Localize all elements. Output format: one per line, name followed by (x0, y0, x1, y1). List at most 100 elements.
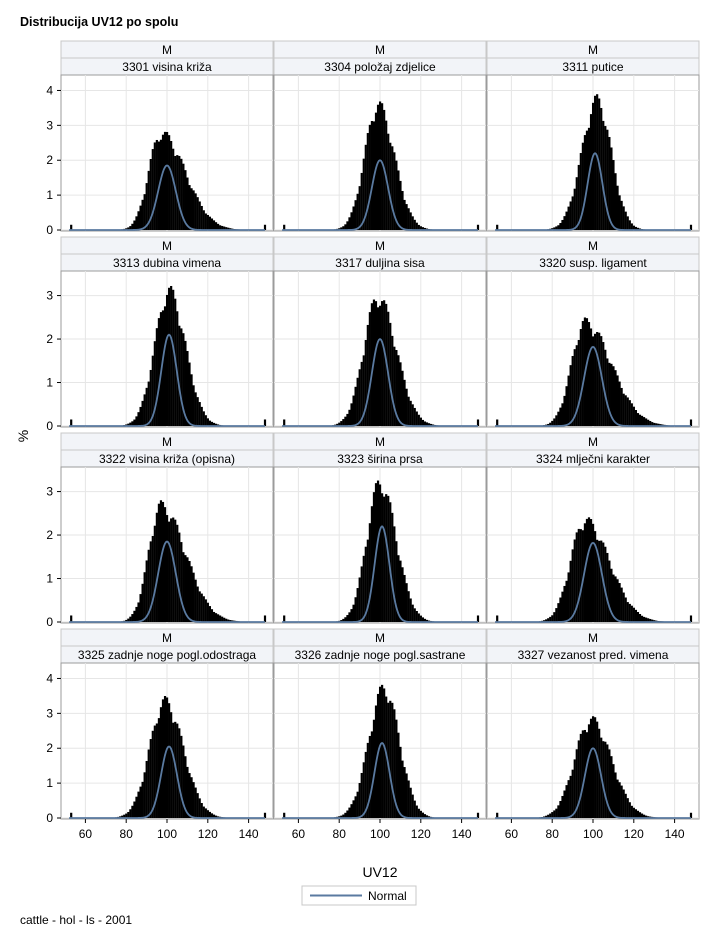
histogram-bar (391, 512, 394, 622)
histogram-bar (624, 597, 627, 622)
histogram-bar (153, 142, 156, 230)
histogram-bar (655, 423, 658, 426)
histogram-bar (575, 177, 578, 230)
histogram-bar (638, 614, 642, 622)
histogram-bar (346, 221, 349, 230)
histogram-bar (364, 340, 367, 426)
histogram-bar (198, 402, 201, 426)
histogram-bar (653, 620, 656, 622)
histogram-bar (182, 163, 185, 230)
histogram-bar (551, 812, 554, 818)
histogram-bar (157, 718, 161, 818)
panel-sex-label: M (375, 43, 385, 57)
histogram-bar (143, 572, 146, 622)
histogram-bar (545, 815, 548, 818)
histogram-bar (618, 782, 621, 818)
histogram-bar (395, 719, 398, 818)
histogram-bar (192, 572, 195, 622)
histogram-bar (348, 807, 351, 818)
footnote: cattle - hol - ls - 2001 (20, 913, 133, 927)
histogram-bar (141, 583, 144, 622)
histogram-bar (352, 604, 355, 622)
histogram-bar (612, 574, 615, 622)
histogram-bar (547, 814, 550, 818)
histogram-bar (559, 801, 562, 818)
histogram-bar (563, 216, 566, 230)
histogram-bar (155, 512, 158, 622)
histogram-bar (149, 159, 152, 230)
histogram-bar (427, 423, 431, 426)
normal-curve (69, 164, 265, 231)
histogram-bar (413, 800, 416, 818)
histogram-bar (604, 349, 607, 426)
panel-4: M 3317 duljina sisa (273, 236, 487, 428)
histogram-bar (340, 815, 343, 818)
histogram-bar (411, 216, 414, 230)
histogram-bar (342, 618, 345, 622)
histogram-bar (645, 418, 648, 426)
histogram-bar (409, 787, 412, 818)
normal-curve (495, 345, 691, 427)
panel-trait-label: 3311 putice (562, 60, 623, 74)
histogram-bar (630, 223, 633, 230)
histogram-bar (151, 149, 154, 230)
histogram-bar (421, 617, 425, 622)
histogram-bar (366, 742, 369, 818)
histogram-bar (476, 419, 480, 426)
histogram-bar (165, 294, 169, 426)
histogram-bar (407, 780, 410, 818)
histogram-bar (196, 586, 199, 622)
histogram-bar (610, 363, 613, 426)
histogram-bar (612, 160, 615, 230)
histogram-bar (577, 164, 580, 230)
histogram-bar (194, 392, 197, 426)
histogram-bar (620, 200, 623, 230)
histogram-bar (591, 102, 595, 230)
histogram-bar (346, 413, 349, 426)
y-tick-label: 3 (46, 118, 53, 132)
histogram-bar (168, 521, 171, 622)
histogram-bar (202, 596, 205, 622)
histogram-bar (636, 227, 640, 230)
histogram-bar (645, 617, 648, 622)
histogram-bar (419, 417, 422, 426)
histogram-bar (192, 782, 195, 818)
histogram-bar (137, 412, 140, 426)
histogram-bar (600, 107, 603, 230)
y-tick-label: 2 (46, 741, 53, 755)
histogram-bar (409, 212, 412, 230)
histogram-bar (354, 796, 357, 818)
y-tick-label: 4 (46, 671, 53, 685)
histogram-bar (587, 322, 591, 426)
histogram-bar (610, 147, 613, 230)
histogram-bar (182, 333, 185, 426)
histogram-bar (263, 419, 267, 426)
histogram-bar (553, 418, 556, 426)
histogram-bar (419, 810, 422, 818)
panel-sex-label: M (375, 631, 385, 645)
histogram-bar (563, 585, 566, 622)
histogram-bar (182, 745, 185, 818)
histogram-bar (172, 148, 175, 230)
histogram-bar (411, 404, 414, 426)
histogram-bar (636, 810, 640, 818)
histogram-bar (194, 193, 197, 230)
histogram-bar (387, 133, 390, 230)
panel-sex-label: M (162, 631, 172, 645)
histogram-bar (553, 612, 556, 622)
panel-sex-label: M (588, 631, 598, 645)
histogram-bar (659, 424, 662, 426)
legend-normal-label: Normal (368, 889, 407, 903)
histogram-bar (577, 740, 580, 818)
panel-trait-label: 3323 širina prsa (337, 452, 423, 466)
histogram-bar (573, 539, 576, 622)
y-tick-label: 2 (46, 332, 53, 346)
histogram-bar (391, 702, 394, 818)
histogram-bar (381, 301, 384, 426)
panel-trait-label: 3301 visina križa (122, 60, 212, 74)
histogram-bar (549, 813, 552, 818)
histogram-bar (165, 131, 169, 230)
histogram-bar (565, 580, 568, 622)
histogram-bar (421, 227, 425, 230)
histogram-bar (612, 366, 615, 426)
